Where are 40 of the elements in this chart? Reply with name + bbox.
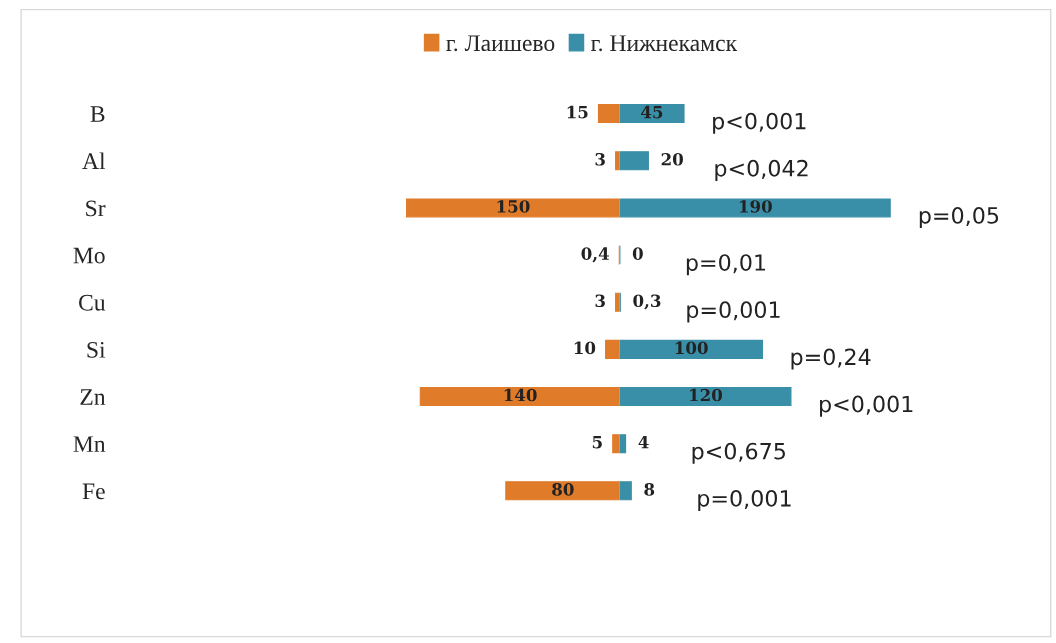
bar [619, 481, 632, 501]
y-tick-label: Al [82, 152, 106, 169]
data-label: 5 [592, 436, 602, 449]
data-label: 8 [644, 483, 655, 496]
data-label: 190 [739, 200, 772, 213]
data-label: 150 [497, 200, 530, 213]
y-tick-label: Cu [79, 294, 106, 311]
data-label: 0,3 [633, 294, 661, 310]
text: p=0,05 [919, 206, 999, 229]
y-tick-label: B [90, 106, 105, 122]
y-tick-label: Fe [82, 483, 105, 500]
annotation: p<0,042 [715, 159, 808, 181]
data-label: 0 [632, 247, 643, 260]
annotation: p<0,675 [692, 442, 785, 464]
y-tick-label: Si [87, 341, 106, 358]
data-label: 4 [638, 435, 649, 449]
data-label: 10 [574, 341, 596, 355]
data-label: 20 [661, 152, 683, 166]
bar [605, 339, 620, 359]
legend-label: г. Лаишево [446, 35, 555, 52]
annotation: p<0,001 [820, 395, 913, 417]
annotation: p=0,001 [698, 489, 791, 512]
y-tick-label: Mn [73, 436, 106, 452]
data-label: 45 [641, 105, 663, 119]
data-label: 120 [690, 388, 723, 402]
annotation: p<0,001 [713, 112, 806, 134]
annotation: p=0,24 [791, 348, 871, 370]
data-label: 0,4 [581, 247, 609, 263]
data-label: 140 [504, 388, 537, 402]
annotation: p=0,01 [686, 254, 766, 276]
y-tick-label: Zn [80, 389, 106, 405]
data-label: 15 [567, 105, 588, 119]
y-tick-label: Sr [86, 200, 106, 217]
data-label: 3 [595, 152, 605, 166]
data-label: 3 [595, 294, 605, 308]
data-label: 80 [552, 483, 574, 496]
y-tick-label: Mo [73, 247, 105, 264]
annotation: p=0,001 [687, 301, 780, 323]
data-label: 100 [675, 341, 708, 355]
legend-label: г. Нижнекамск [591, 35, 738, 52]
